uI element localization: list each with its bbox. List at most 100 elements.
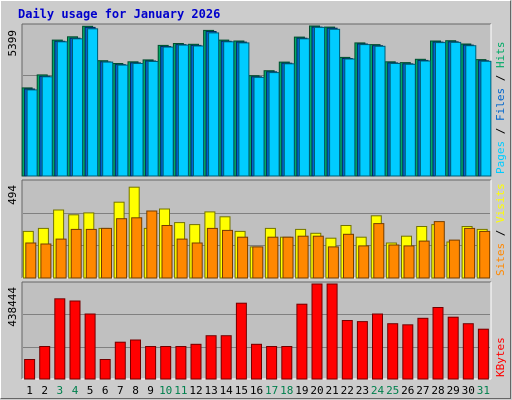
panel-legend-text: KBytes: [494, 337, 507, 377]
bar-pages: [268, 72, 280, 177]
bar-kbytes: [387, 323, 399, 380]
bar-kbytes: [114, 341, 126, 380]
bar-kbytes: [84, 313, 96, 380]
x-tick-label: 14: [220, 384, 234, 397]
bar-sites: [448, 239, 460, 279]
bar-pages: [147, 61, 159, 177]
bar-kbytes: [235, 302, 247, 380]
bar-kbytes: [402, 324, 414, 380]
x-tick-label: 26: [401, 384, 414, 397]
series-sites: [25, 210, 491, 279]
bar-kbytes: [432, 307, 444, 380]
panel-hits-files-pages: 5399 Pages / Files / Hits: [6, 23, 507, 177]
x-tick-label: 9: [147, 384, 154, 397]
bar-pages: [87, 28, 99, 177]
bar-sites: [388, 244, 400, 279]
bar-pages: [450, 41, 462, 177]
x-tick-label: 19: [295, 384, 308, 397]
bar-sites: [343, 233, 354, 279]
bar-sites: [358, 245, 370, 279]
bar-sites: [101, 227, 112, 279]
bar-pages: [132, 63, 144, 177]
bar-kbytes: [477, 328, 489, 380]
x-tick-label: 31: [477, 384, 490, 397]
panel-legend: Pages / Files / Hits: [494, 42, 507, 175]
y-max-label: 494: [6, 185, 19, 205]
x-tick-label: 18: [280, 384, 293, 397]
bar-sites: [55, 238, 67, 279]
bar-sites: [297, 235, 309, 279]
bar-kbytes: [39, 346, 51, 380]
bar-sites: [116, 218, 128, 279]
x-tick-label: 20: [310, 384, 323, 397]
bar-pages: [344, 58, 356, 177]
panel-kbytes: 438444 KBytes: [6, 281, 507, 380]
bar-kbytes: [190, 343, 202, 380]
bar-pages: [72, 38, 83, 177]
x-tick-label: 1: [26, 384, 33, 397]
x-tick-label: 2: [41, 384, 48, 397]
bar-sites: [373, 223, 385, 279]
x-tick-label: 11: [174, 384, 187, 397]
bar-sites: [191, 242, 203, 279]
x-tick-label: 29: [447, 384, 460, 397]
bar-sites: [282, 236, 294, 279]
panel-visits-sites: 494 Sites / Visits: [6, 179, 507, 279]
bar-pages: [41, 76, 53, 177]
y-max-label: 5399: [6, 30, 19, 57]
bar-sites: [403, 245, 415, 279]
bar-pages: [117, 64, 129, 177]
bar-sites: [176, 238, 188, 279]
bar-kbytes: [145, 346, 157, 380]
bar-kbytes: [99, 359, 111, 380]
bar-pages: [329, 28, 341, 177]
legend-entry: Visits: [494, 183, 507, 223]
legend-entry: KBytes: [494, 337, 507, 377]
bar-pages: [253, 76, 265, 177]
bar-pages: [465, 45, 477, 177]
bar-pages: [480, 60, 492, 177]
bar-kbytes: [281, 346, 293, 380]
panel-legend: Sites / Visits: [494, 183, 507, 276]
x-tick-label: 25: [386, 384, 399, 397]
chart-panels: 5399 Pages / Files / Hits 494 Sites / Visit…: [6, 23, 507, 380]
bar-sites: [25, 242, 37, 279]
x-tick-label: 22: [341, 384, 354, 397]
bar-pages: [389, 63, 401, 177]
bar-kbytes: [372, 313, 383, 380]
bar-sites: [70, 228, 82, 279]
legend-separator: /: [494, 223, 507, 243]
x-tick-label: 27: [416, 384, 429, 397]
x-tick-label: 23: [356, 384, 369, 397]
x-tick-label: 12: [189, 384, 202, 397]
legend-separator: /: [494, 121, 507, 141]
x-tick-label: 24: [371, 384, 385, 397]
bar-pages: [419, 60, 431, 177]
bar-pages: [56, 41, 68, 177]
x-tick-label: 28: [431, 384, 444, 397]
series-pages: [26, 26, 492, 177]
bar-pages: [208, 32, 220, 177]
bar-pages: [435, 42, 446, 177]
x-tick-label: 10: [159, 384, 172, 397]
bar-kbytes: [447, 316, 459, 380]
bar-sites: [222, 229, 233, 279]
bar-kbytes: [205, 335, 217, 380]
bar-pages: [374, 45, 386, 177]
x-tick-label: 5: [87, 384, 94, 397]
bar-sites: [237, 236, 249, 279]
legend-separator: /: [494, 68, 507, 88]
legend-entry: Hits: [494, 42, 507, 69]
bar-kbytes: [462, 323, 474, 380]
bar-sites: [418, 240, 430, 279]
bar-kbytes: [130, 339, 141, 380]
bar-sites: [206, 227, 218, 279]
x-tick-labels: 1 2 3 4 5 6 7 8 9 10 11 12 13 14 15 16 17 18 19 20 21 22 23 24 2…: [26, 384, 490, 397]
bar-kbytes: [175, 346, 187, 380]
bar-pages: [404, 63, 416, 177]
bar-pages: [298, 38, 310, 177]
x-tick-label: 13: [204, 384, 217, 397]
series-kbytes: [24, 283, 489, 380]
